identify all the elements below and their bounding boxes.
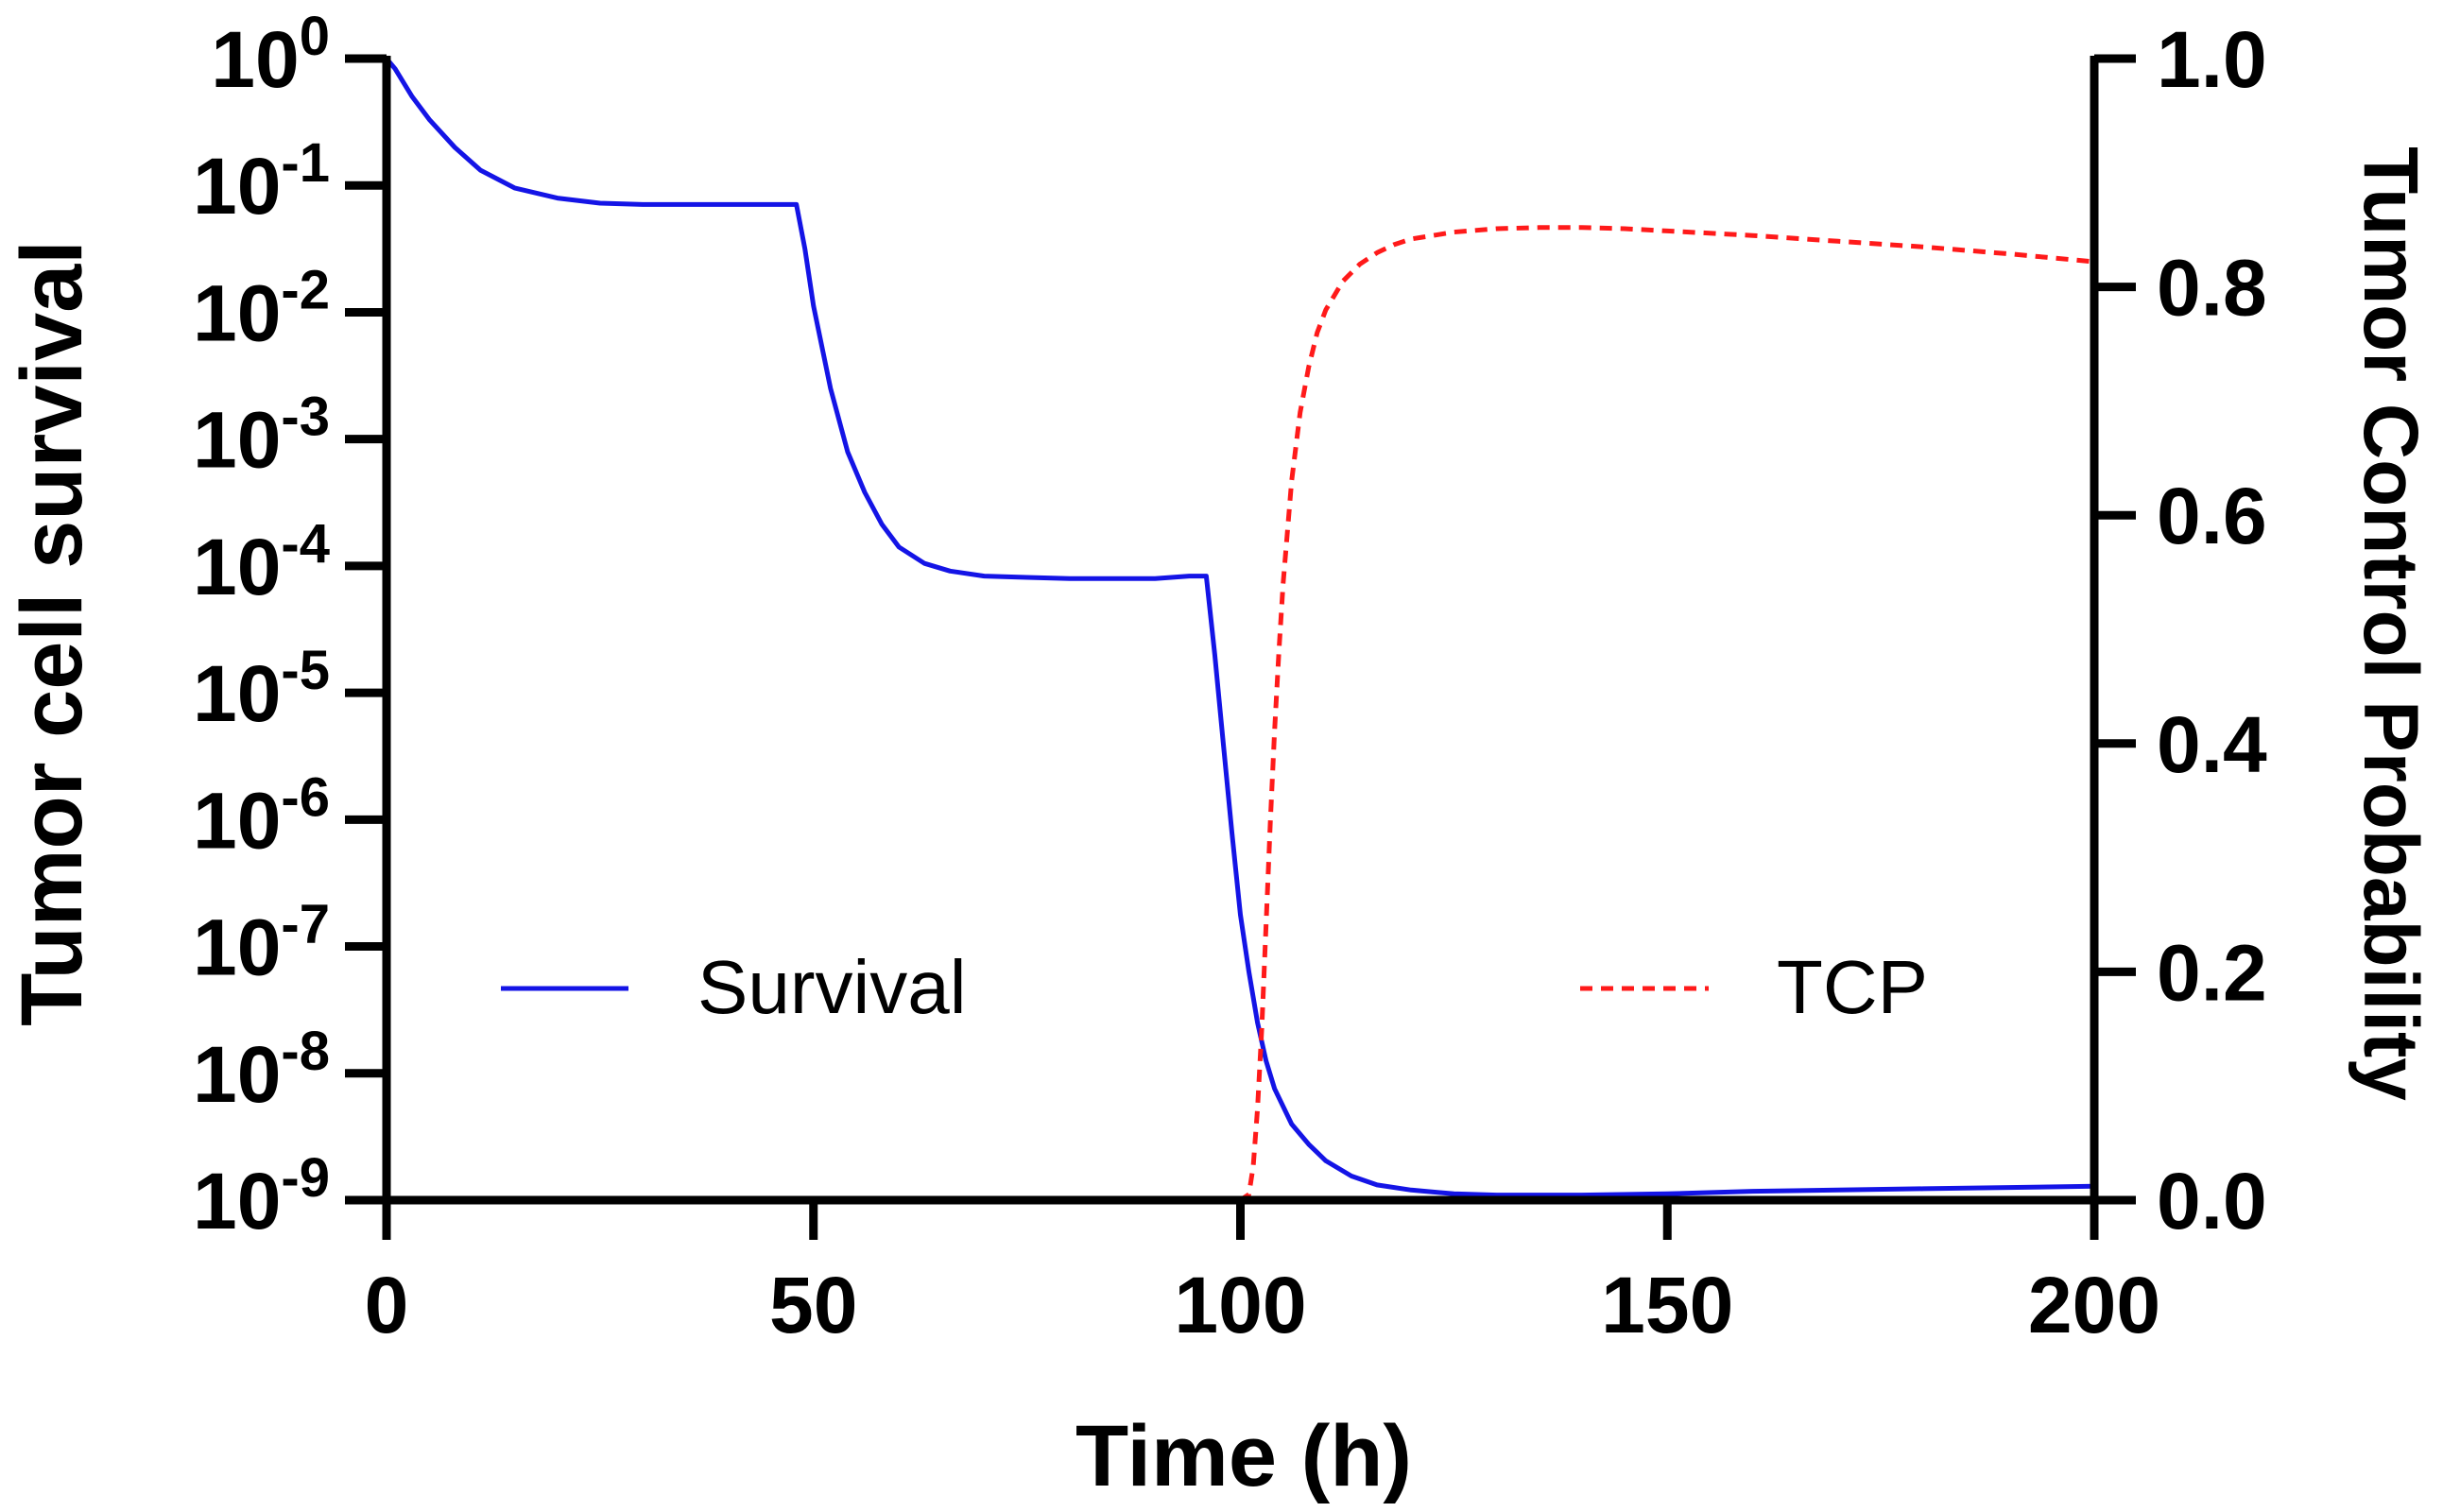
x-tick-label: 50	[769, 1261, 857, 1349]
y-left-tick-label: 10-1	[193, 132, 330, 231]
x-tick-label: 100	[1174, 1261, 1306, 1349]
ticks-group	[345, 54, 2136, 1240]
y-left-axis-title: Tumor cell survival	[4, 240, 100, 1026]
y-right-tick-label: 0.4	[2157, 700, 2267, 789]
legend-survival-label: Survival	[697, 945, 967, 1029]
y-right-tick-label: 1.0	[2157, 15, 2267, 104]
y-right-tick-label: 0.8	[2157, 244, 2267, 333]
x-tick-label: 150	[1601, 1261, 1733, 1349]
series-group	[385, 57, 2095, 1203]
series-line-tcp	[387, 225, 2095, 1203]
y-left-tick-label: 10-2	[193, 259, 330, 357]
y-left-tick-label: 100	[211, 6, 330, 104]
y-right-axis-title: Tumor Control Probability	[2348, 146, 2434, 1101]
series-line-survival	[385, 57, 2095, 1198]
y-left-tick-label: 10-3	[193, 387, 330, 485]
y-left-tick-label: 10-5	[193, 640, 330, 738]
x-tick-label: 0	[365, 1261, 409, 1349]
y-left-tick-label: 10-4	[193, 513, 330, 611]
legend: Survival TCP	[501, 945, 1928, 1029]
y-left-tick-label: 10-9	[193, 1147, 330, 1246]
legend-tcp-label: TCP	[1777, 945, 1928, 1029]
x-tick-label: 200	[2028, 1261, 2160, 1349]
x-axis-title: Time (h)	[1075, 1408, 1412, 1504]
y-right-tick-label: 0.0	[2157, 1157, 2267, 1246]
y-left-tick-label: 10-6	[193, 766, 330, 865]
labels-group: 0 50 100 150 200 100 10-1 10-2 10-3 10-4 10-5 10-6 1…	[193, 6, 2267, 1349]
y-left-tick-label: 10-8	[193, 1021, 330, 1119]
y-left-tick-label: 10-7	[193, 894, 330, 992]
y-right-tick-label: 0.6	[2157, 472, 2267, 560]
axes-group	[382, 56, 2099, 1205]
y-right-tick-label: 0.2	[2157, 928, 2267, 1017]
